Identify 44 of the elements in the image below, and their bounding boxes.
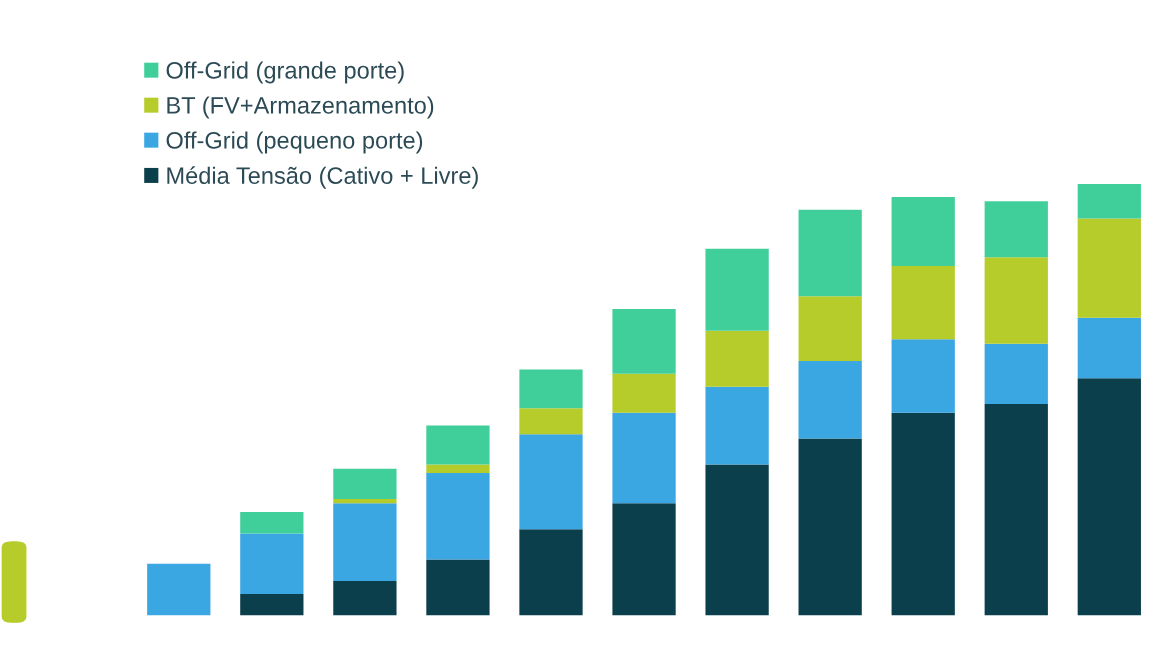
bar xyxy=(1077,218,1141,318)
bar xyxy=(705,464,769,616)
legend-label: Média Tensão (Cativo + Livre) xyxy=(167,166,478,189)
bar xyxy=(798,209,862,297)
bar xyxy=(333,503,397,581)
bar xyxy=(984,404,1048,616)
bar xyxy=(426,559,490,616)
bar xyxy=(612,412,676,504)
bar xyxy=(426,464,490,474)
bar xyxy=(984,201,1048,258)
bar xyxy=(333,498,397,504)
bar xyxy=(1077,317,1141,379)
bar xyxy=(798,438,862,616)
bar xyxy=(519,529,583,616)
bar xyxy=(426,425,490,465)
legend-label: Off-Grid (grande porte) xyxy=(166,61,404,84)
legend-label: BT (FV+Armazenamento) xyxy=(167,96,434,119)
bar xyxy=(984,343,1048,405)
bar xyxy=(612,373,676,413)
bar xyxy=(705,248,769,331)
bar xyxy=(426,473,490,560)
bar xyxy=(705,330,769,387)
bar xyxy=(984,257,1048,344)
bar xyxy=(705,386,769,465)
legend-label: Off-Grid (pequeno porte) xyxy=(166,131,423,154)
bar xyxy=(891,265,955,340)
bar xyxy=(519,408,583,435)
bar xyxy=(519,434,583,530)
bar xyxy=(891,339,955,413)
bar xyxy=(612,503,676,616)
bar xyxy=(612,309,676,374)
bar xyxy=(147,563,211,616)
bar xyxy=(333,580,397,616)
bar xyxy=(240,593,304,616)
bar xyxy=(891,196,955,266)
bar xyxy=(240,511,304,534)
bar xyxy=(1077,183,1141,219)
bar xyxy=(519,369,583,409)
bar xyxy=(1077,378,1141,616)
bar xyxy=(333,468,397,499)
bar xyxy=(798,360,862,439)
bar xyxy=(798,296,862,361)
bar xyxy=(891,412,955,616)
bar xyxy=(240,533,304,594)
